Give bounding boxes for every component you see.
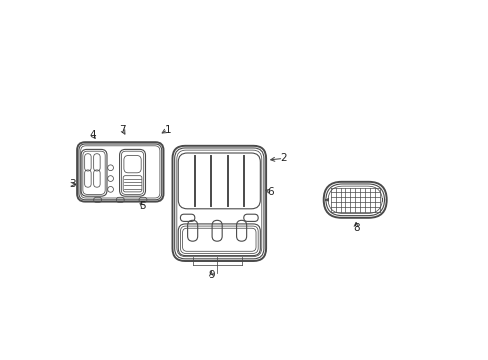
Text: 4: 4 — [89, 130, 96, 140]
Text: 2: 2 — [280, 153, 286, 163]
Text: 1: 1 — [164, 125, 171, 135]
Text: 5: 5 — [140, 201, 146, 211]
Text: 8: 8 — [352, 222, 359, 233]
Text: 9: 9 — [207, 270, 214, 280]
Text: 6: 6 — [267, 186, 274, 197]
Text: 3: 3 — [69, 179, 76, 189]
Text: 7: 7 — [119, 125, 126, 135]
